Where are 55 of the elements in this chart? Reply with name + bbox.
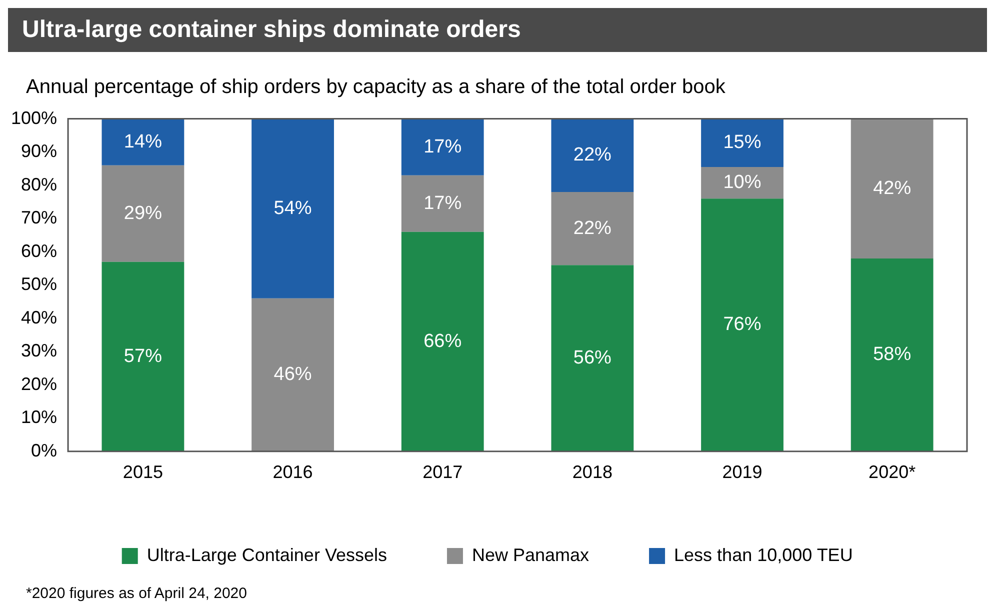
y-tick-label: 20% bbox=[21, 374, 58, 394]
bar bbox=[850, 258, 934, 452]
y-tick-label: 70% bbox=[21, 208, 58, 228]
x-tick-label: 2018 bbox=[572, 462, 612, 482]
data-label: 76% bbox=[723, 314, 762, 336]
data-label: 57% bbox=[124, 346, 162, 367]
data-label: 17% bbox=[424, 192, 462, 214]
bar bbox=[401, 175, 484, 232]
data-label: 17% bbox=[424, 136, 462, 158]
y-tick-label: 80% bbox=[21, 174, 58, 194]
x-tick-label: 2019 bbox=[722, 462, 762, 482]
data-label: 15% bbox=[723, 132, 762, 154]
bar bbox=[701, 118, 784, 168]
x-tick-label: 2015 bbox=[122, 462, 163, 482]
data-label: 58% bbox=[873, 344, 912, 366]
legend-label: New Panamax bbox=[472, 544, 590, 565]
y-tick-label: 100% bbox=[10, 108, 58, 128]
data-label: 22% bbox=[573, 218, 612, 239]
bar bbox=[551, 265, 634, 452]
y-tick-label: 60% bbox=[21, 240, 58, 261]
data-label: 66% bbox=[424, 330, 462, 352]
bar bbox=[401, 232, 484, 452]
y-tick-label: 90% bbox=[21, 141, 58, 162]
bar bbox=[701, 198, 784, 452]
y-tick-label: 30% bbox=[21, 340, 58, 361]
data-label: 42% bbox=[873, 178, 912, 199]
chart-title: Ultra-large container ships dominate orders bbox=[8, 8, 987, 52]
bar bbox=[551, 192, 634, 266]
x-tick-label: 2020* bbox=[868, 462, 916, 482]
bar bbox=[401, 118, 484, 176]
y-tick-label: 50% bbox=[21, 274, 58, 294]
x-tick-label: 2017 bbox=[422, 462, 463, 482]
bar bbox=[102, 262, 184, 452]
y-tick-label: 0% bbox=[31, 440, 58, 460]
bar bbox=[551, 118, 634, 192]
bar bbox=[701, 167, 784, 199]
legend-label: Ultra-Large Container Vessels bbox=[146, 544, 387, 565]
text: *2020 figures as of April 24, 2020 bbox=[26, 585, 248, 602]
data-label: 22% bbox=[573, 144, 612, 166]
legend-label: Less than 10,000 TEU bbox=[674, 544, 853, 565]
data-label: 14% bbox=[124, 131, 162, 152]
data-label: 29% bbox=[124, 202, 162, 224]
data-label: 10% bbox=[723, 172, 762, 194]
data-label: 46% bbox=[274, 364, 312, 386]
chart-subtitle: Annual percentage of ship orders by capacity as a share of the total order book bbox=[26, 76, 726, 99]
y-tick-label: 40% bbox=[21, 307, 58, 328]
x-tick-label: 2016 bbox=[272, 462, 313, 482]
bar bbox=[102, 118, 184, 166]
bar bbox=[252, 298, 334, 452]
data-label: 56% bbox=[573, 348, 612, 369]
bar bbox=[102, 165, 184, 262]
bar bbox=[850, 118, 934, 258]
bar bbox=[252, 118, 334, 298]
data-label: 54% bbox=[274, 198, 312, 219]
y-tick-label: 10% bbox=[21, 407, 58, 428]
